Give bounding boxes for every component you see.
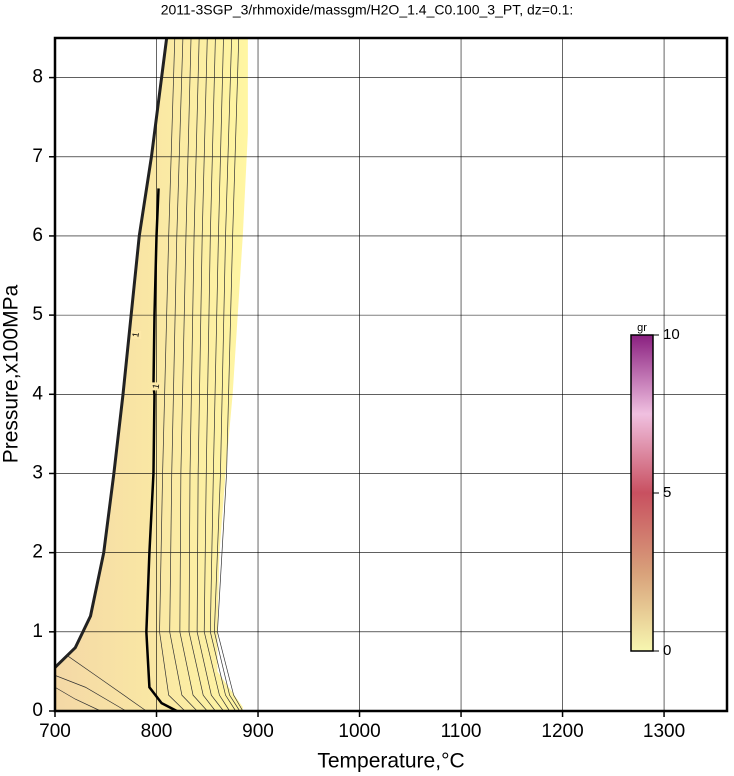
y-axis-label: Pressure,x100MPa xyxy=(0,284,23,463)
x-tick-label: 700 xyxy=(39,721,71,742)
colorbar-label: gr xyxy=(637,322,647,334)
x-axis-label: Temperature,°C xyxy=(317,750,464,773)
y-tick-label: 4 xyxy=(32,383,43,404)
colorbar-tick-label: 5 xyxy=(663,484,671,501)
y-tick-label: 0 xyxy=(32,700,43,721)
contour-line xyxy=(196,37,224,712)
contour-line xyxy=(159,37,186,712)
y-tick-label: 5 xyxy=(32,304,43,325)
contour-label: 1 xyxy=(151,383,162,390)
colorbar-tick-label: 10 xyxy=(663,326,680,343)
contour-line xyxy=(54,686,101,712)
contour-label-bg xyxy=(151,382,162,391)
x-tick-label: 1300 xyxy=(643,721,685,742)
contour-line xyxy=(209,37,236,712)
contour-line xyxy=(217,37,244,712)
y-tick-label: 1 xyxy=(32,621,43,642)
contour-line xyxy=(169,37,198,712)
contour-line xyxy=(54,675,127,712)
contour-line xyxy=(188,37,216,712)
y-tick-label: 8 xyxy=(32,67,43,88)
y-tick-label: 2 xyxy=(32,542,43,563)
contour-line xyxy=(145,188,178,713)
y-tick-label: 3 xyxy=(32,462,43,483)
contour-label: 1 xyxy=(130,331,141,338)
contour-line xyxy=(214,37,241,712)
colorbar xyxy=(630,334,654,652)
contour-line xyxy=(53,37,169,669)
contour-line xyxy=(179,37,208,712)
plot-frame xyxy=(53,36,729,713)
x-tick-label: 1200 xyxy=(541,721,583,742)
colorbar-tick-label: 0 xyxy=(663,642,671,659)
x-tick-label: 900 xyxy=(242,721,274,742)
contour-line xyxy=(203,37,230,712)
y-tick-label: 6 xyxy=(32,225,43,246)
x-tick-label: 1100 xyxy=(441,721,482,742)
chart-title: 2011-3SGP_3/rhmoxide/massgm/H2O_1.4_C0.1… xyxy=(161,2,574,18)
contour-line xyxy=(66,655,147,712)
contour-label-bg xyxy=(131,330,142,339)
x-tick-label: 800 xyxy=(141,721,173,742)
y-tick-label: 7 xyxy=(32,146,43,167)
filled-region xyxy=(55,38,248,711)
x-tick-label: 1000 xyxy=(338,721,380,742)
